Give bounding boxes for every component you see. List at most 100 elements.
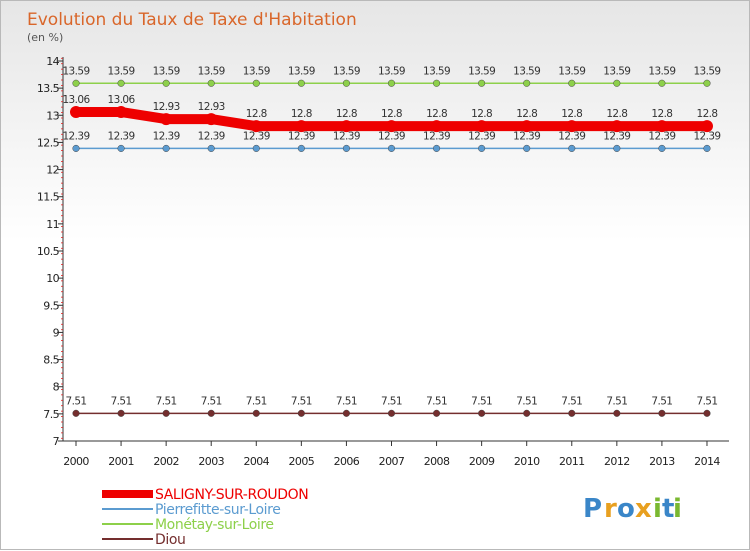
data-label: 7.51	[246, 395, 267, 407]
data-label: 13.59	[333, 65, 360, 77]
data-point	[613, 409, 621, 417]
data-label: 13.59	[378, 65, 405, 77]
x-tick-label: 2007	[379, 455, 405, 468]
data-label: 13.59	[288, 65, 315, 77]
data-label: 12.8	[651, 108, 672, 120]
data-point	[340, 120, 353, 133]
y-tick-label: 9.5	[43, 299, 59, 312]
x-tick-label: 2009	[469, 455, 495, 468]
x-tick-label: 2010	[514, 455, 540, 468]
x-tick-label: 2004	[243, 455, 269, 468]
logo-letter: i	[653, 494, 662, 524]
data-label: 13.59	[108, 65, 135, 77]
data-point	[568, 144, 576, 152]
data-point	[252, 79, 260, 87]
legend-label: Monétay-sur-Loire	[155, 517, 274, 533]
data-label: 12.8	[246, 108, 267, 120]
y-tick-label: 8.5	[43, 354, 59, 367]
legend-label: Pierrefitte-sur-Loire	[155, 502, 280, 518]
data-point	[613, 79, 621, 87]
data-label: 12.39	[468, 130, 495, 142]
data-point	[565, 120, 578, 133]
data-point	[387, 79, 396, 87]
data-point	[658, 409, 666, 417]
data-label: 13.06	[62, 94, 90, 106]
data-label: 7.51	[156, 395, 177, 407]
data-label: 7.51	[291, 395, 312, 407]
y-tick-label: 11	[46, 218, 59, 231]
data-point	[610, 120, 623, 133]
data-point	[658, 79, 666, 87]
data-point	[252, 409, 260, 417]
data-point	[658, 144, 666, 152]
data-point	[297, 144, 305, 152]
data-label: 12.8	[696, 108, 717, 120]
legend: SALIGNY-SUR-ROUDONPierrefitte-sur-LoireM…	[102, 487, 309, 548]
series-mon-tay-sur-loire: 13.59 13.59 13.59 13.59 13.59 13.59 13.59 13.59…	[62, 65, 721, 87]
x-tick-label: 2014	[694, 455, 720, 468]
data-point	[207, 79, 215, 87]
data-label: 12.39	[62, 130, 89, 142]
data-label: 12.39	[603, 130, 630, 142]
data-label: 12.39	[108, 130, 135, 142]
x-tick-label: 2011	[559, 455, 585, 468]
data-label: 13.59	[513, 65, 540, 77]
data-point	[433, 79, 441, 87]
x-tick-label: 2003	[198, 455, 224, 468]
y-tick-label: 14	[46, 55, 59, 68]
y-tick-label: 11.5	[37, 191, 60, 204]
data-point	[700, 120, 713, 133]
data-label: 13.06	[108, 94, 136, 106]
data-point	[207, 144, 215, 152]
data-point	[523, 79, 531, 87]
y-tick-label: 13	[46, 109, 59, 122]
data-label: 12.8	[606, 108, 627, 120]
data-label: 7.51	[516, 395, 537, 407]
series-pierrefitte-sur-loire: 12.39 12.39 12.39 12.39 12.39 12.39 12.39 12.39…	[62, 130, 721, 152]
data-point	[568, 79, 576, 87]
data-point	[703, 409, 711, 417]
data-label: 12.39	[648, 130, 675, 142]
data-label: 12.39	[288, 130, 315, 142]
data-label: 12.8	[471, 108, 492, 120]
data-label: 12.39	[693, 130, 720, 142]
data-point	[297, 409, 305, 417]
data-point	[207, 409, 215, 417]
data-point	[523, 144, 531, 152]
data-label: 12.8	[291, 108, 312, 120]
y-tick-label: 13.5	[37, 82, 60, 95]
series-diou: 7.51 7.51 7.51 7.51 7.51 7.51 7.51 7.51 7.51 7.51…	[66, 395, 718, 417]
data-point	[72, 79, 80, 87]
legend-label: SALIGNY-SUR-ROUDON	[155, 487, 308, 503]
series-saligny-sur-roudon: 13.06 13.06 12.93 12.93 12.8 12.8 12.8 12.8 12.8…	[62, 94, 718, 133]
data-label: 12.8	[336, 108, 357, 120]
data-point	[160, 113, 173, 126]
data-point	[655, 120, 668, 133]
y-tick-label: 12.5	[37, 136, 60, 149]
data-point	[478, 79, 486, 87]
series-layer: 13.59 13.59 13.59 13.59 13.59 13.59 13.59 13.59…	[62, 65, 721, 417]
x-tick-label: 2002	[153, 455, 179, 468]
data-label: 13.59	[468, 65, 495, 77]
x-tick-label: 2001	[108, 455, 134, 468]
data-point	[342, 144, 350, 152]
data-point	[433, 144, 441, 152]
y-tick-label: 12	[46, 164, 59, 177]
data-label: 12.39	[558, 130, 585, 142]
logo-letter: x	[635, 494, 652, 524]
data-point	[703, 79, 711, 87]
chart-title: Evolution du Taux de Taxe d'Habitation	[27, 10, 357, 30]
data-label: 13.59	[243, 65, 270, 77]
data-label: 7.51	[336, 395, 357, 407]
data-label: 13.59	[153, 65, 180, 77]
data-point	[385, 120, 398, 133]
data-label: 12.93	[153, 101, 180, 113]
data-label: 13.59	[423, 65, 450, 77]
data-label: 12.8	[561, 108, 582, 120]
data-point	[703, 144, 711, 152]
y-tick-label: 9	[53, 326, 60, 339]
data-point	[250, 120, 263, 133]
